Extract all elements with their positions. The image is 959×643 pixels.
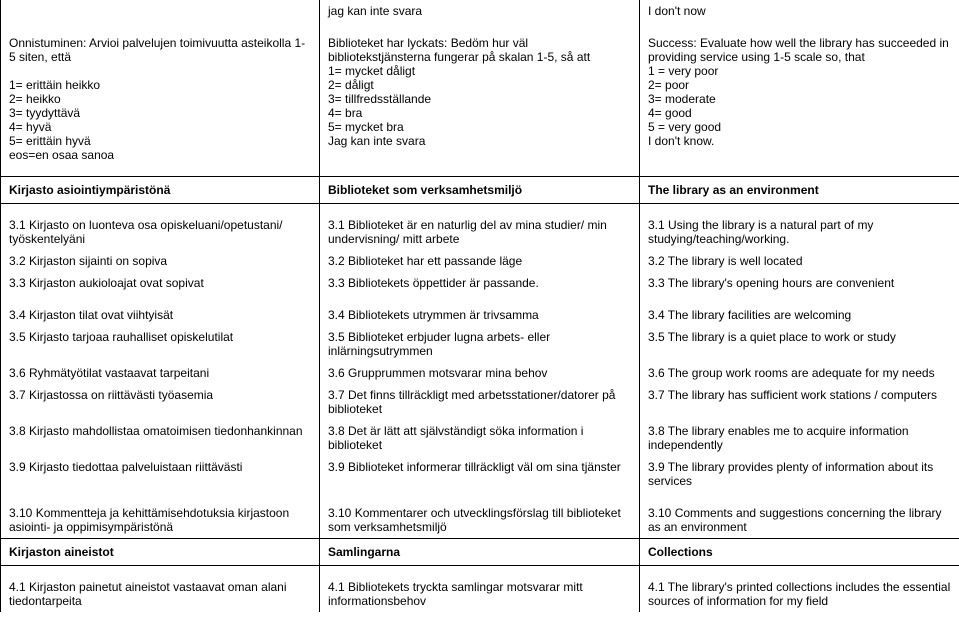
cell-sv: 3.7 Det finns tillräckligt med arbetssta… [320, 384, 640, 420]
row-3-8: 3.8 Kirjasto mahdollistaa omatoimisen ti… [1, 420, 959, 456]
row-3-6: 3.6 Ryhmätyötilat vastaavat tarpeitani 3… [1, 362, 959, 384]
cell-en: 3.9 The library provides plenty of infor… [640, 456, 959, 492]
cell-fi: 3.10 Kommentteja ja kehittämisehdotuksia… [1, 502, 320, 539]
cell-sv: 3.4 Bibliotekets utrymmen är trivsamma [320, 304, 640, 326]
cell-fi: 3.9 Kirjasto tiedottaa palveluistaan rii… [1, 456, 320, 492]
cell-fi-success: Onnistuminen: Arvioi palvelujen toimivuu… [1, 32, 320, 166]
translation-table: jag kan inte svara I don't now Onnistumi… [0, 0, 959, 612]
row-3-7: 3.7 Kirjastossa on riittävästi työasemia… [1, 384, 959, 420]
cell-sv: 3.1 Biblioteket är en naturlig del av mi… [320, 214, 640, 250]
cell-en: 3.5 The library is a quiet place to work… [640, 326, 959, 362]
cell-fi: 3.1 Kirjasto on luonteva osa opiskeluani… [1, 214, 320, 250]
row-3-5: 3.5 Kirjasto tarjoaa rauhalliset opiskel… [1, 326, 959, 362]
cell-sv: 4.1 Bibliotekets tryckta samlingar motsv… [320, 576, 640, 612]
cell-sv: 3.3 Bibliotekets öppettider är passande. [320, 272, 640, 294]
cell-en: 3.2 The library is well located [640, 250, 959, 272]
cell-en: 3.10 Comments and suggestions concerning… [640, 502, 959, 539]
cell-en: 3.6 The group work rooms are adequate fo… [640, 362, 959, 384]
cell-sv: 3.6 Grupprummen motsvarar mina behov [320, 362, 640, 384]
cell-en: 4.1 The library's printed collections in… [640, 576, 959, 612]
cell-en-success: Success: Evaluate how well the library h… [640, 32, 959, 166]
row-3-9: 3.9 Kirjasto tiedottaa palveluistaan rii… [1, 456, 959, 492]
cell-fi: 3.7 Kirjastossa on riittävästi työasemia [1, 384, 320, 420]
cell-fi: 3.6 Ryhmätyötilat vastaavat tarpeitani [1, 362, 320, 384]
row-3-3: 3.3 Kirjaston aukioloajat ovat sopivat 3… [1, 272, 959, 294]
section-fi: Kirjaston aineistot [1, 539, 320, 566]
cell-en-top: I don't now [640, 0, 959, 22]
section-fi: Kirjasto asiointiympäristönä [1, 177, 320, 204]
cell-en: 3.4 The library facilities are welcoming [640, 304, 959, 326]
cell-en: 3.3 The library's opening hours are conv… [640, 272, 959, 294]
cell-fi: 3.3 Kirjaston aukioloajat ovat sopivat [1, 272, 320, 294]
cell-sv: 3.8 Det är lätt att självständigt söka i… [320, 420, 640, 456]
row-4-1: 4.1 Kirjaston painetut aineistot vastaav… [1, 576, 959, 612]
cell-sv: 3.2 Biblioteket har ett passande läge [320, 250, 640, 272]
cell-sv: 3.10 Kommentarer och utvecklingsförslag … [320, 502, 640, 539]
cell-sv-top: jag kan inte svara [320, 0, 640, 22]
cell-en: 3.7 The library has sufficient work stat… [640, 384, 959, 420]
row-3-4: 3.4 Kirjaston tilat ovat viihtyisät 3.4 … [1, 304, 959, 326]
section-collections: Kirjaston aineistot Samlingarna Collecti… [1, 539, 959, 566]
cell-sv: 3.9 Biblioteket informerar tillräckligt … [320, 456, 640, 492]
row-3-2: 3.2 Kirjaston sijainti on sopiva 3.2 Bib… [1, 250, 959, 272]
success-row: Onnistuminen: Arvioi palvelujen toimivuu… [1, 32, 959, 166]
section-en: Collections [640, 539, 959, 566]
cell-empty [1, 0, 320, 22]
cell-fi: 4.1 Kirjaston painetut aineistot vastaav… [1, 576, 320, 612]
cell-fi: 3.2 Kirjaston sijainti on sopiva [1, 250, 320, 272]
row-3-10: 3.10 Kommentteja ja kehittämisehdotuksia… [1, 502, 959, 539]
cell-fi: 3.5 Kirjasto tarjoaa rauhalliset opiskel… [1, 326, 320, 362]
cell-sv: 3.5 Biblioteket erbjuder lugna arbets- e… [320, 326, 640, 362]
cell-fi: 3.8 Kirjasto mahdollistaa omatoimisen ti… [1, 420, 320, 456]
row-3-1: 3.1 Kirjasto on luonteva osa opiskeluani… [1, 214, 959, 250]
cell-fi: 3.4 Kirjaston tilat ovat viihtyisät [1, 304, 320, 326]
cell-sv-success: Biblioteket har lyckats: Bedöm hur väl b… [320, 32, 640, 166]
section-en: The library as an environment [640, 177, 959, 204]
section-environment: Kirjasto asiointiympäristönä Biblioteket… [1, 177, 959, 204]
top-fragment-row: jag kan inte svara I don't now [1, 0, 959, 22]
section-sv: Biblioteket som verksamhetsmiljö [320, 177, 640, 204]
cell-en: 3.1 Using the library is a natural part … [640, 214, 959, 250]
section-sv: Samlingarna [320, 539, 640, 566]
cell-en: 3.8 The library enables me to acquire in… [640, 420, 959, 456]
